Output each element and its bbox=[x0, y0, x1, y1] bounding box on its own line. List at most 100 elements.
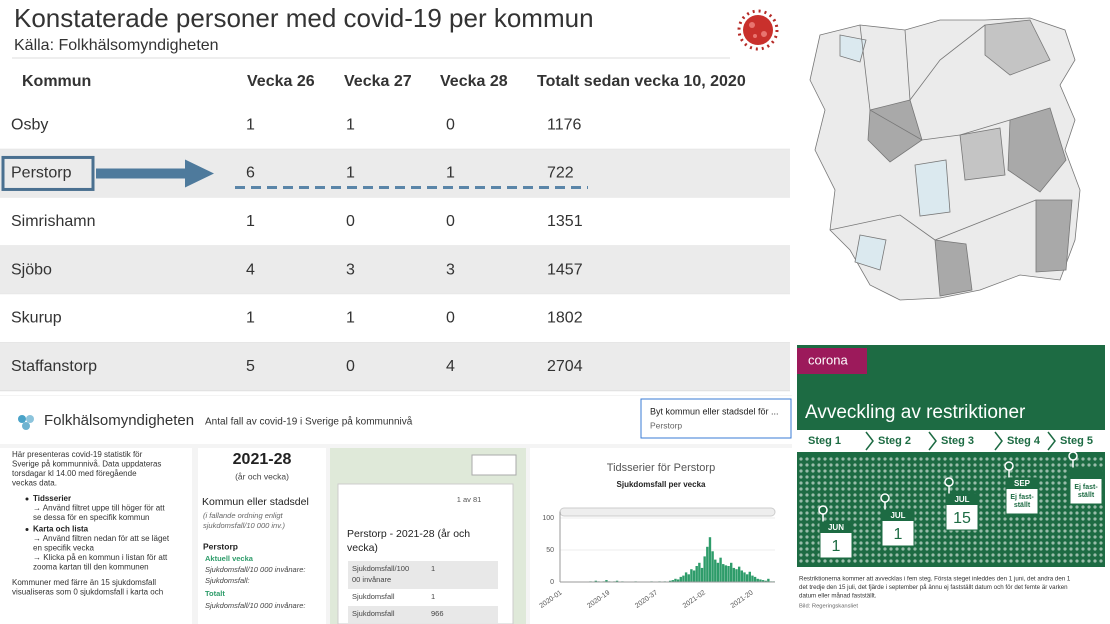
selector[interactable] bbox=[640, 398, 792, 439]
list-card bbox=[198, 448, 326, 624]
bar bbox=[743, 572, 746, 582]
bar bbox=[671, 580, 675, 582]
bar bbox=[700, 567, 704, 582]
bar bbox=[703, 556, 706, 582]
chart-card bbox=[530, 448, 792, 624]
bar bbox=[719, 557, 722, 582]
cell-name: Simrishamn bbox=[11, 213, 95, 230]
bar bbox=[764, 580, 767, 582]
bar bbox=[714, 559, 717, 582]
popup-value: 1 bbox=[431, 564, 435, 573]
cell-number: 1 bbox=[246, 213, 255, 230]
intro-line: Sverige på kommunnivå. Data uppdateras bbox=[12, 460, 161, 469]
cell-name: Sjöbo bbox=[11, 261, 52, 278]
bar bbox=[695, 566, 698, 582]
calendar-month: JUN bbox=[828, 523, 844, 532]
column-header: Vecka 28 bbox=[440, 73, 508, 90]
tag: corona bbox=[808, 352, 849, 367]
bullet-line: se dessa för en specifik kommun bbox=[33, 513, 150, 522]
y-tick-label: 50 bbox=[546, 547, 554, 554]
cell-number: 1 bbox=[346, 165, 355, 182]
bar bbox=[748, 571, 751, 582]
step-chevron bbox=[1047, 431, 1056, 451]
current-row: Sjukdomsfall: bbox=[205, 576, 250, 585]
bullet bbox=[25, 528, 29, 531]
popup-value: 1 bbox=[431, 592, 435, 601]
list-caption: (i fallande ordning enligt bbox=[203, 511, 284, 520]
cell-number: 1 bbox=[346, 116, 355, 133]
map-tools[interactable] bbox=[471, 454, 517, 476]
column-header: Totalt sedan vecka 10, 2020 bbox=[537, 73, 746, 90]
bar bbox=[711, 551, 714, 582]
cell-number: 1457 bbox=[547, 261, 583, 278]
row-bg bbox=[0, 245, 790, 295]
bar bbox=[732, 567, 736, 582]
popup-key: Sjukdomsfall/100 bbox=[352, 564, 409, 573]
bar bbox=[745, 574, 749, 582]
popup-row-bg bbox=[348, 561, 498, 589]
bar bbox=[698, 562, 701, 582]
bar bbox=[756, 578, 759, 582]
cell-number: 722 bbox=[547, 165, 574, 182]
bar bbox=[724, 565, 728, 582]
cell-number: 1 bbox=[346, 310, 355, 327]
calendar-head bbox=[1006, 478, 1038, 489]
cell-name: Skurup bbox=[11, 310, 62, 327]
calendar-day: 15 bbox=[953, 510, 971, 527]
popup-key: 00 invånare bbox=[352, 575, 391, 584]
marker bbox=[818, 505, 828, 515]
intro-line: Här presenteras covid-19 statistik för bbox=[12, 450, 143, 459]
bullet bbox=[25, 497, 29, 501]
calendar-head bbox=[820, 522, 852, 533]
step-label: Steg 2 bbox=[878, 435, 911, 447]
cell-name: Perstorp bbox=[11, 165, 72, 182]
step-chevron bbox=[994, 431, 1003, 451]
bar bbox=[690, 569, 693, 582]
pager: 1 av 81 bbox=[457, 495, 482, 504]
bar bbox=[735, 569, 738, 582]
row-bg bbox=[0, 197, 790, 246]
popup-title: Perstorp - 2021-28 (år och bbox=[347, 528, 470, 540]
chart-title: Tidsserier för Perstorp bbox=[607, 462, 715, 474]
note-line: visualiseras som 0 sjukdomsfall i karta … bbox=[12, 588, 163, 597]
calendar-day: 1 bbox=[894, 526, 903, 543]
row-bg bbox=[0, 342, 790, 391]
chart-slider[interactable] bbox=[559, 507, 776, 517]
step-label: Steg 3 bbox=[941, 435, 974, 447]
popup-key: Sjukdomsfall bbox=[352, 592, 395, 601]
popup-title: vecka) bbox=[347, 542, 378, 554]
panel-title: Avveckling av restriktioner bbox=[805, 402, 1026, 423]
bar bbox=[684, 572, 688, 582]
source: Källa: Folkhälsomyndigheten bbox=[14, 37, 219, 54]
bar bbox=[740, 570, 744, 582]
covid-table bbox=[12, 9, 779, 59]
week: 2021-28 bbox=[233, 451, 292, 468]
tag-bg bbox=[797, 348, 867, 374]
bar bbox=[706, 546, 709, 582]
cell-name: Osby bbox=[11, 116, 48, 133]
bar bbox=[687, 574, 690, 582]
popup-row-bg bbox=[348, 606, 498, 623]
cell-number: 1351 bbox=[547, 213, 583, 230]
bar bbox=[730, 562, 733, 582]
calendar-head bbox=[946, 494, 978, 505]
bar bbox=[751, 575, 754, 582]
step-chevron bbox=[928, 431, 937, 451]
region-map bbox=[809, 17, 1081, 301]
selector-value: Perstorp bbox=[650, 420, 682, 430]
cell-number: 1 bbox=[246, 116, 255, 133]
list-item: Perstorp bbox=[203, 541, 238, 551]
virus-icon bbox=[737, 9, 779, 51]
bullet-line: → Använd filtren nedan för att se läget bbox=[33, 534, 170, 543]
column-header: Vecka 27 bbox=[344, 73, 412, 90]
bar bbox=[679, 576, 682, 582]
calendar-day: ställt bbox=[1078, 492, 1095, 499]
calendar-month: JUL bbox=[890, 511, 905, 520]
caption-bg bbox=[797, 567, 1105, 624]
total-row: Sjukdomsfall/10 000 invånare: bbox=[205, 601, 305, 610]
cell-number: 1 bbox=[446, 165, 455, 182]
calendar-day: Ej fast- bbox=[1074, 484, 1098, 491]
cell-name: Staffanstorp bbox=[11, 358, 97, 375]
cell-number: 3 bbox=[346, 261, 355, 278]
credit: Bild: Regeringskansliet bbox=[799, 604, 858, 610]
